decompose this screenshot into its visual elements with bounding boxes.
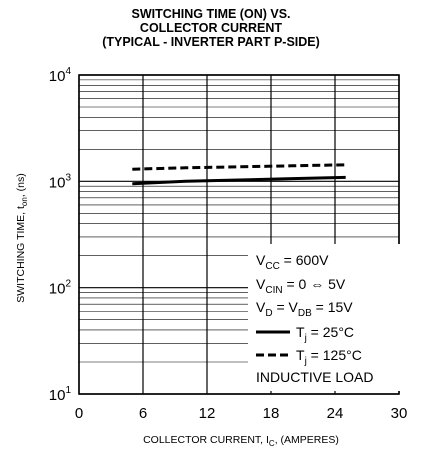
- y-tick-base: 10: [49, 281, 66, 298]
- chart-title-line-1: SWITCHING TIME (ON) VS.: [131, 7, 291, 21]
- x-tick-label: 0: [75, 405, 83, 422]
- series-line-0: [132, 175, 346, 186]
- x-tick-label: 6: [139, 405, 147, 422]
- condition-vcc-post: = 600V: [280, 252, 329, 268]
- x-tick-label: 30: [391, 405, 408, 422]
- y-tick-exponent: 2: [65, 279, 71, 290]
- legend-note: INDUCTIVE LOAD: [256, 369, 373, 385]
- legend-125c-post: = 125°C: [307, 347, 362, 363]
- condition-vd-pre: V: [256, 299, 266, 315]
- x-axis-label-main: COLLECTOR CURRENT, I: [143, 434, 269, 446]
- legend-label-125c: Tj = 125°C: [296, 347, 362, 367]
- condition-vd-mid: = V: [273, 299, 299, 315]
- plot-frame: [78, 74, 400, 395]
- x-tick-label: 12: [199, 405, 216, 422]
- x-axis-label: COLLECTOR CURRENT, IC, (AMPERES): [143, 434, 339, 448]
- legend-25c-sub: j: [304, 333, 307, 344]
- legend-label-25c: Tj = 25°C: [296, 324, 354, 344]
- condition-vcc-sub: CC: [265, 261, 279, 272]
- condition-vcin-pre: V: [256, 276, 266, 292]
- series-layer: [132, 163, 347, 186]
- x-axis-label-sub: C: [269, 439, 275, 448]
- x-tick-labels: 0 6 12 18 24 30: [75, 405, 408, 422]
- y-axis-label-main: SWITCHING TIME, t: [15, 206, 27, 303]
- x-tick-label: 24: [327, 405, 344, 422]
- y-tick-exponent: 3: [65, 172, 71, 183]
- series-1-point: [344, 163, 347, 166]
- condition-vcin-post: = 0 ⇔ 5V: [283, 276, 346, 292]
- y-tick-exponent: 1: [65, 385, 71, 396]
- series-line-1: [132, 163, 346, 171]
- condition-vd: VD = VDB = 15V: [256, 299, 353, 319]
- legend-background: [248, 244, 400, 391]
- condition-vcin: VCIN = 0 ⇔ 5V: [256, 276, 346, 296]
- y-tick-base: 10: [49, 387, 66, 404]
- legend-125c-pre: T: [296, 347, 305, 363]
- y-tick-base: 10: [49, 68, 66, 85]
- legend-25c-post: = 25°C: [307, 324, 354, 340]
- y-tick-label: 101: [49, 385, 72, 404]
- condition-vd-post: = 15V: [312, 299, 354, 315]
- x-tick-label: 18: [263, 405, 280, 422]
- series-1-point: [238, 165, 241, 168]
- condition-vd-sub: D: [265, 308, 272, 319]
- condition-vd-sub2: DB: [298, 308, 312, 319]
- condition-vcc-pre: V: [256, 252, 266, 268]
- y-tick-exponent: 4: [65, 66, 71, 77]
- chart-title-line-3: (TYPICAL - INVERTER PART P-SIDE): [102, 35, 320, 49]
- y-tick-label: 104: [49, 66, 72, 85]
- condition-vcin-sub: CIN: [265, 285, 282, 296]
- legend-25c-pre: T: [296, 324, 305, 340]
- y-tick-label: 102: [49, 279, 72, 298]
- y-axis-label: SWITCHING TIME, ton, (ns): [15, 173, 29, 302]
- condition-vcc: VCC = 600V: [256, 252, 329, 272]
- y-tick-label: 103: [49, 172, 72, 191]
- y-tick-base: 10: [49, 174, 66, 191]
- y-axis-label-sub: on: [20, 197, 29, 206]
- chart-title: SWITCHING TIME (ON) VS. COLLECTOR CURREN…: [0, 7, 422, 49]
- chart-title-line-2: COLLECTOR CURRENT: [139, 21, 283, 35]
- legend-box: VCC = 600V VCIN = 0 ⇔ 5V VD = VDB = 15V …: [248, 244, 400, 391]
- x-axis-label-after: , (AMPERES): [275, 434, 339, 446]
- legend-125c-sub: j: [304, 356, 307, 367]
- y-axis-label-after: , (ns): [15, 173, 27, 197]
